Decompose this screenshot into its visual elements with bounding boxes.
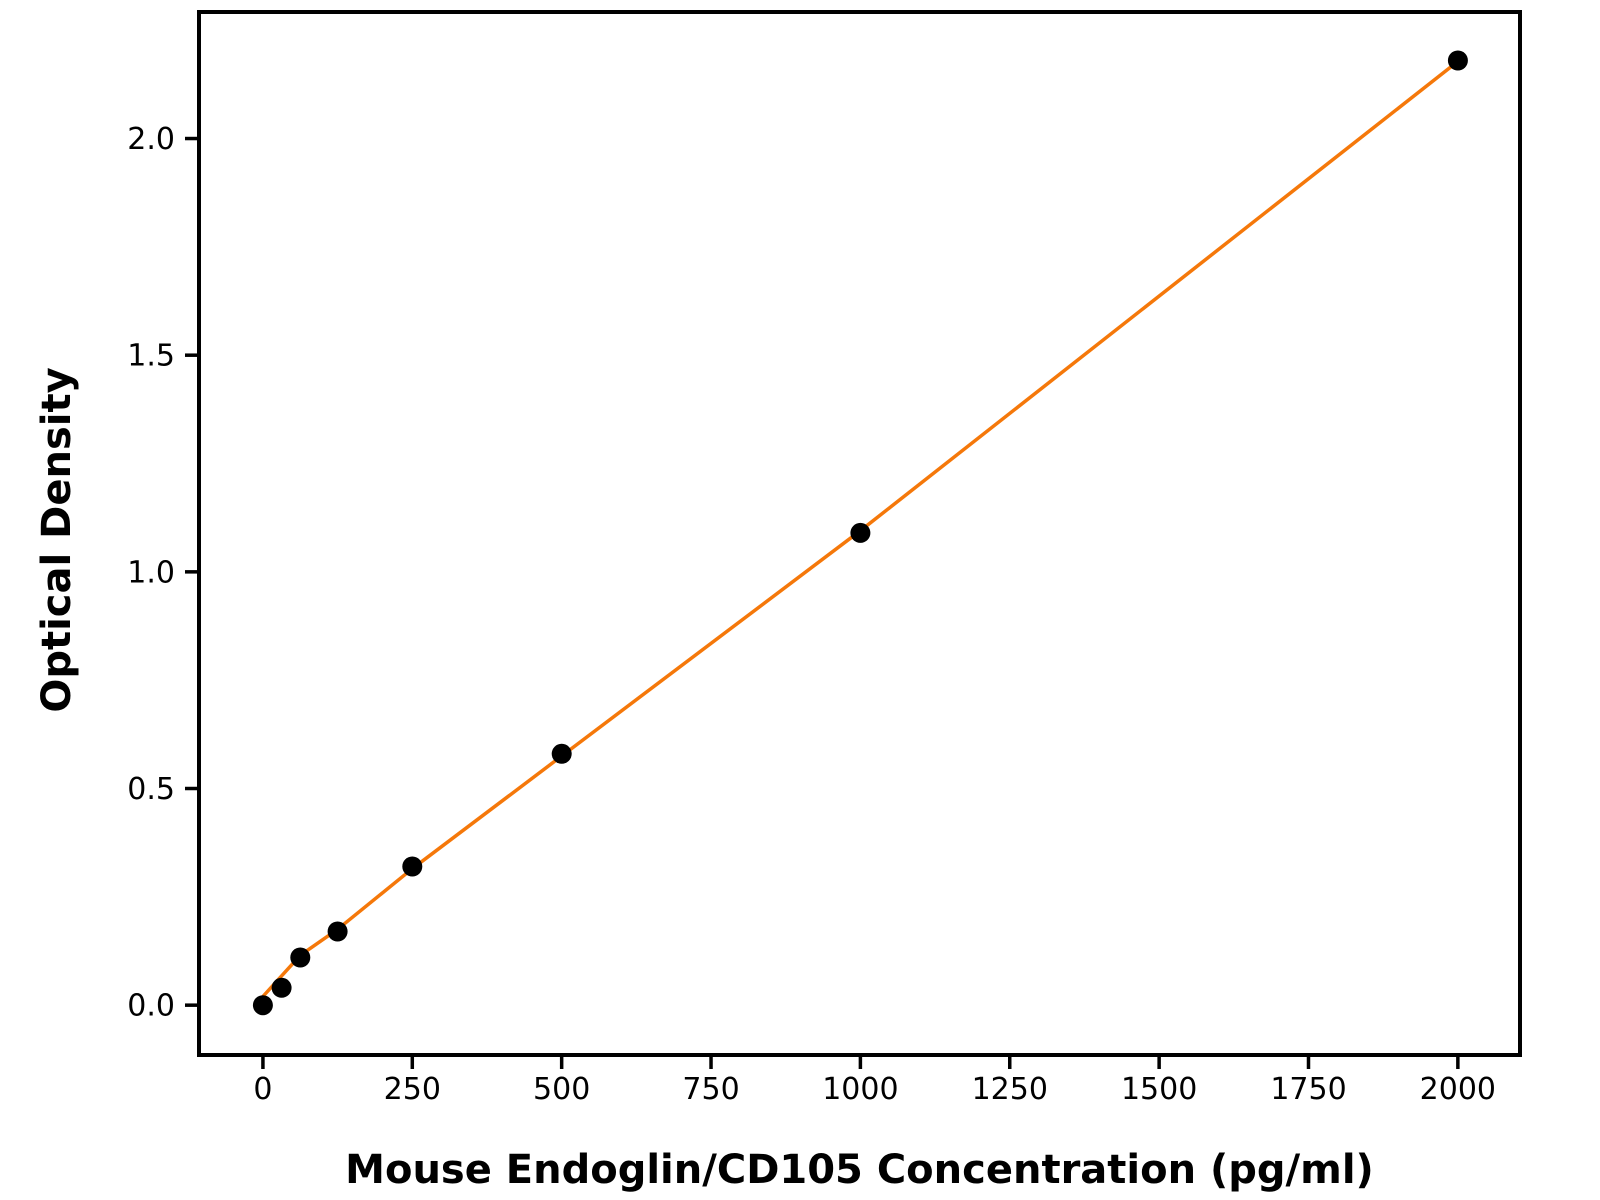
x-tick-label: 1250: [972, 1072, 1048, 1107]
x-tick-label: 1000: [822, 1072, 898, 1107]
y-tick-label: 0.0: [127, 989, 175, 1024]
plot-svg: 0 250 500 750 1000 1250 1500 1750 2000 0.0 0.5 1.0 1…: [127, 10, 1522, 1107]
data-point-marker: [850, 522, 871, 543]
y-tick-label: 1.0: [127, 555, 175, 590]
x-tick-label: 750: [682, 1072, 739, 1107]
data-point-marker: [327, 921, 348, 942]
x-tick-label: 1500: [1121, 1072, 1197, 1107]
data-point-marker: [1447, 50, 1468, 71]
data-point-marker: [402, 856, 423, 877]
data-point-marker: [551, 743, 572, 764]
data-point-marker: [252, 995, 273, 1016]
x-axis-label: Mouse Endoglin/CD105 Concentration (pg/m…: [345, 1147, 1374, 1193]
plot-area: 0 250 500 750 1000 1250 1500 1750 2000 0.0 0.5 1.0 1…: [127, 10, 1522, 1107]
x-tick-label: 2000: [1420, 1072, 1496, 1107]
y-axis-label: Optical Density: [34, 367, 80, 713]
data-point-marker: [271, 977, 292, 998]
y-tick-label: 1.5: [127, 339, 175, 374]
data-point-marker: [290, 947, 311, 968]
x-tick-label: 250: [384, 1072, 441, 1107]
x-tick-label: 500: [533, 1072, 590, 1107]
x-tick-label: 0: [253, 1072, 272, 1107]
y-tick-label: 0.5: [127, 772, 175, 807]
y-tick-label: 2.0: [127, 122, 175, 157]
x-tick-label: 1750: [1270, 1072, 1346, 1107]
plot-frame: [197, 10, 1522, 1057]
